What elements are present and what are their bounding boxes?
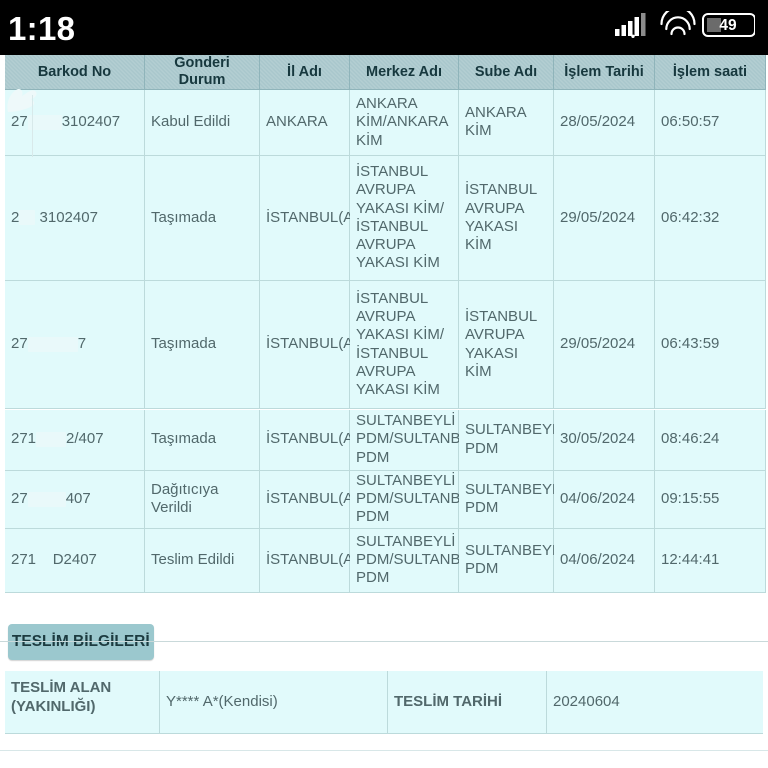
svg-text:49: 49 <box>719 17 737 34</box>
